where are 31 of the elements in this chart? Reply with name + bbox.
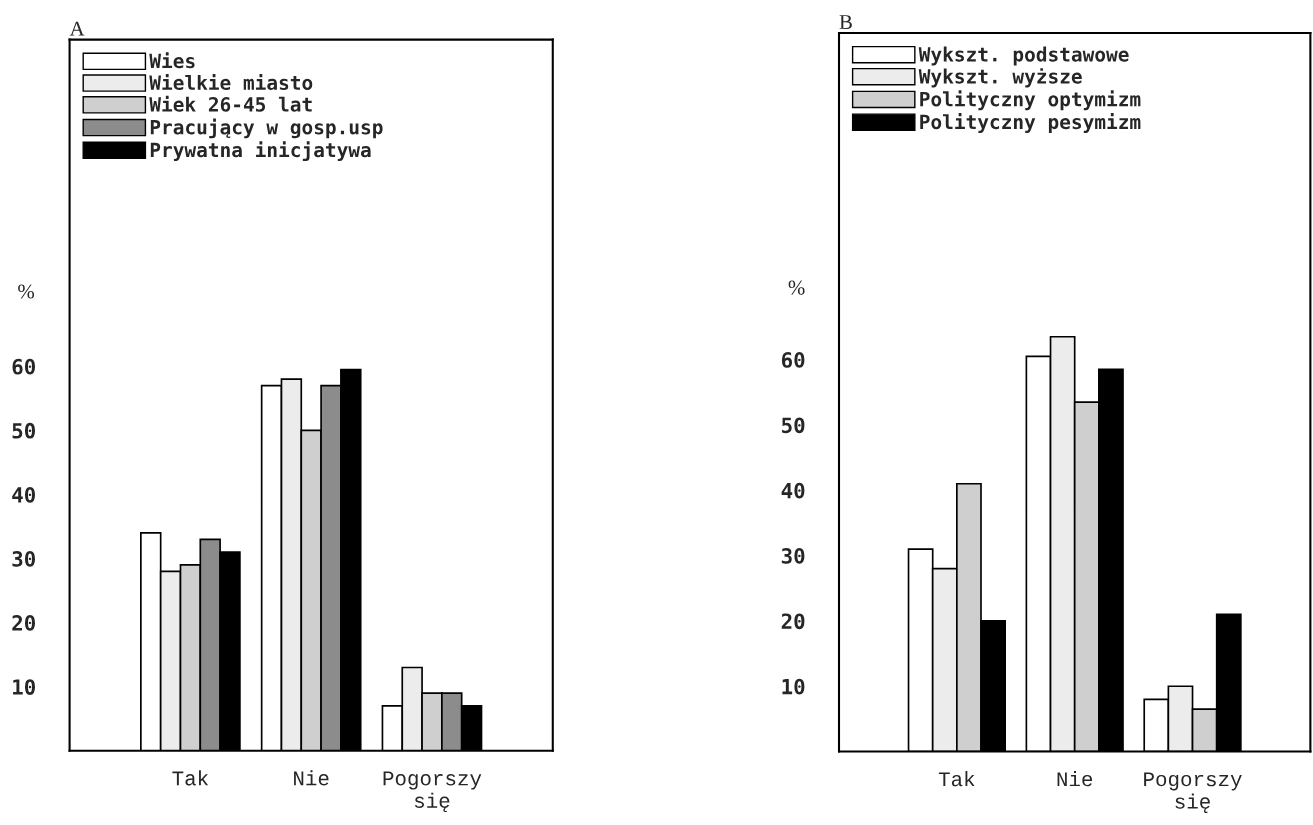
x-tick-label: Tak xyxy=(938,771,975,787)
legend-label: Wiek 26-45 lat xyxy=(149,95,312,112)
y-tick-label: 60 xyxy=(12,358,36,375)
legend-label: Wielkie miasto xyxy=(149,73,313,90)
legend-label: Wies xyxy=(149,52,195,69)
legend-label: Prywatna inicjatywa xyxy=(150,141,371,162)
chart-title: A xyxy=(69,21,85,36)
y-tick-label: 50 xyxy=(12,422,36,439)
legend-label: Wykszt. wyższe xyxy=(918,68,1082,88)
y-axis-title: % xyxy=(788,280,805,295)
x-tick-label: Pogorszy się xyxy=(383,771,482,813)
legend-label: Pracujący w gosp.usp xyxy=(150,118,383,139)
y-axis-title: % xyxy=(18,284,35,299)
y-tick-label: 20 xyxy=(781,613,805,630)
y-tick-label: 30 xyxy=(781,548,805,564)
y-tick-label: 10 xyxy=(782,678,805,695)
x-tick-label: Nie xyxy=(294,770,329,786)
legend-label: Wykszt. podstawowe xyxy=(918,46,1129,66)
y-tick-label: 10 xyxy=(13,679,36,695)
legend-label: Polityczny pesymizm xyxy=(920,113,1141,133)
legend-label: Polityczny optymizm xyxy=(920,90,1141,111)
x-tick-label: Pogorszy się xyxy=(1144,772,1242,813)
y-tick-label: 40 xyxy=(12,486,36,503)
x-tick-label: Tak xyxy=(172,770,209,786)
x-tick-label: Nie xyxy=(1057,771,1093,787)
y-tick-label: 20 xyxy=(12,615,36,631)
y-tick-label: 50 xyxy=(782,417,805,434)
chart-title: B xyxy=(839,15,852,29)
y-tick-label: 60 xyxy=(781,352,805,368)
y-tick-label: 40 xyxy=(781,482,805,499)
y-tick-label: 30 xyxy=(12,551,36,567)
